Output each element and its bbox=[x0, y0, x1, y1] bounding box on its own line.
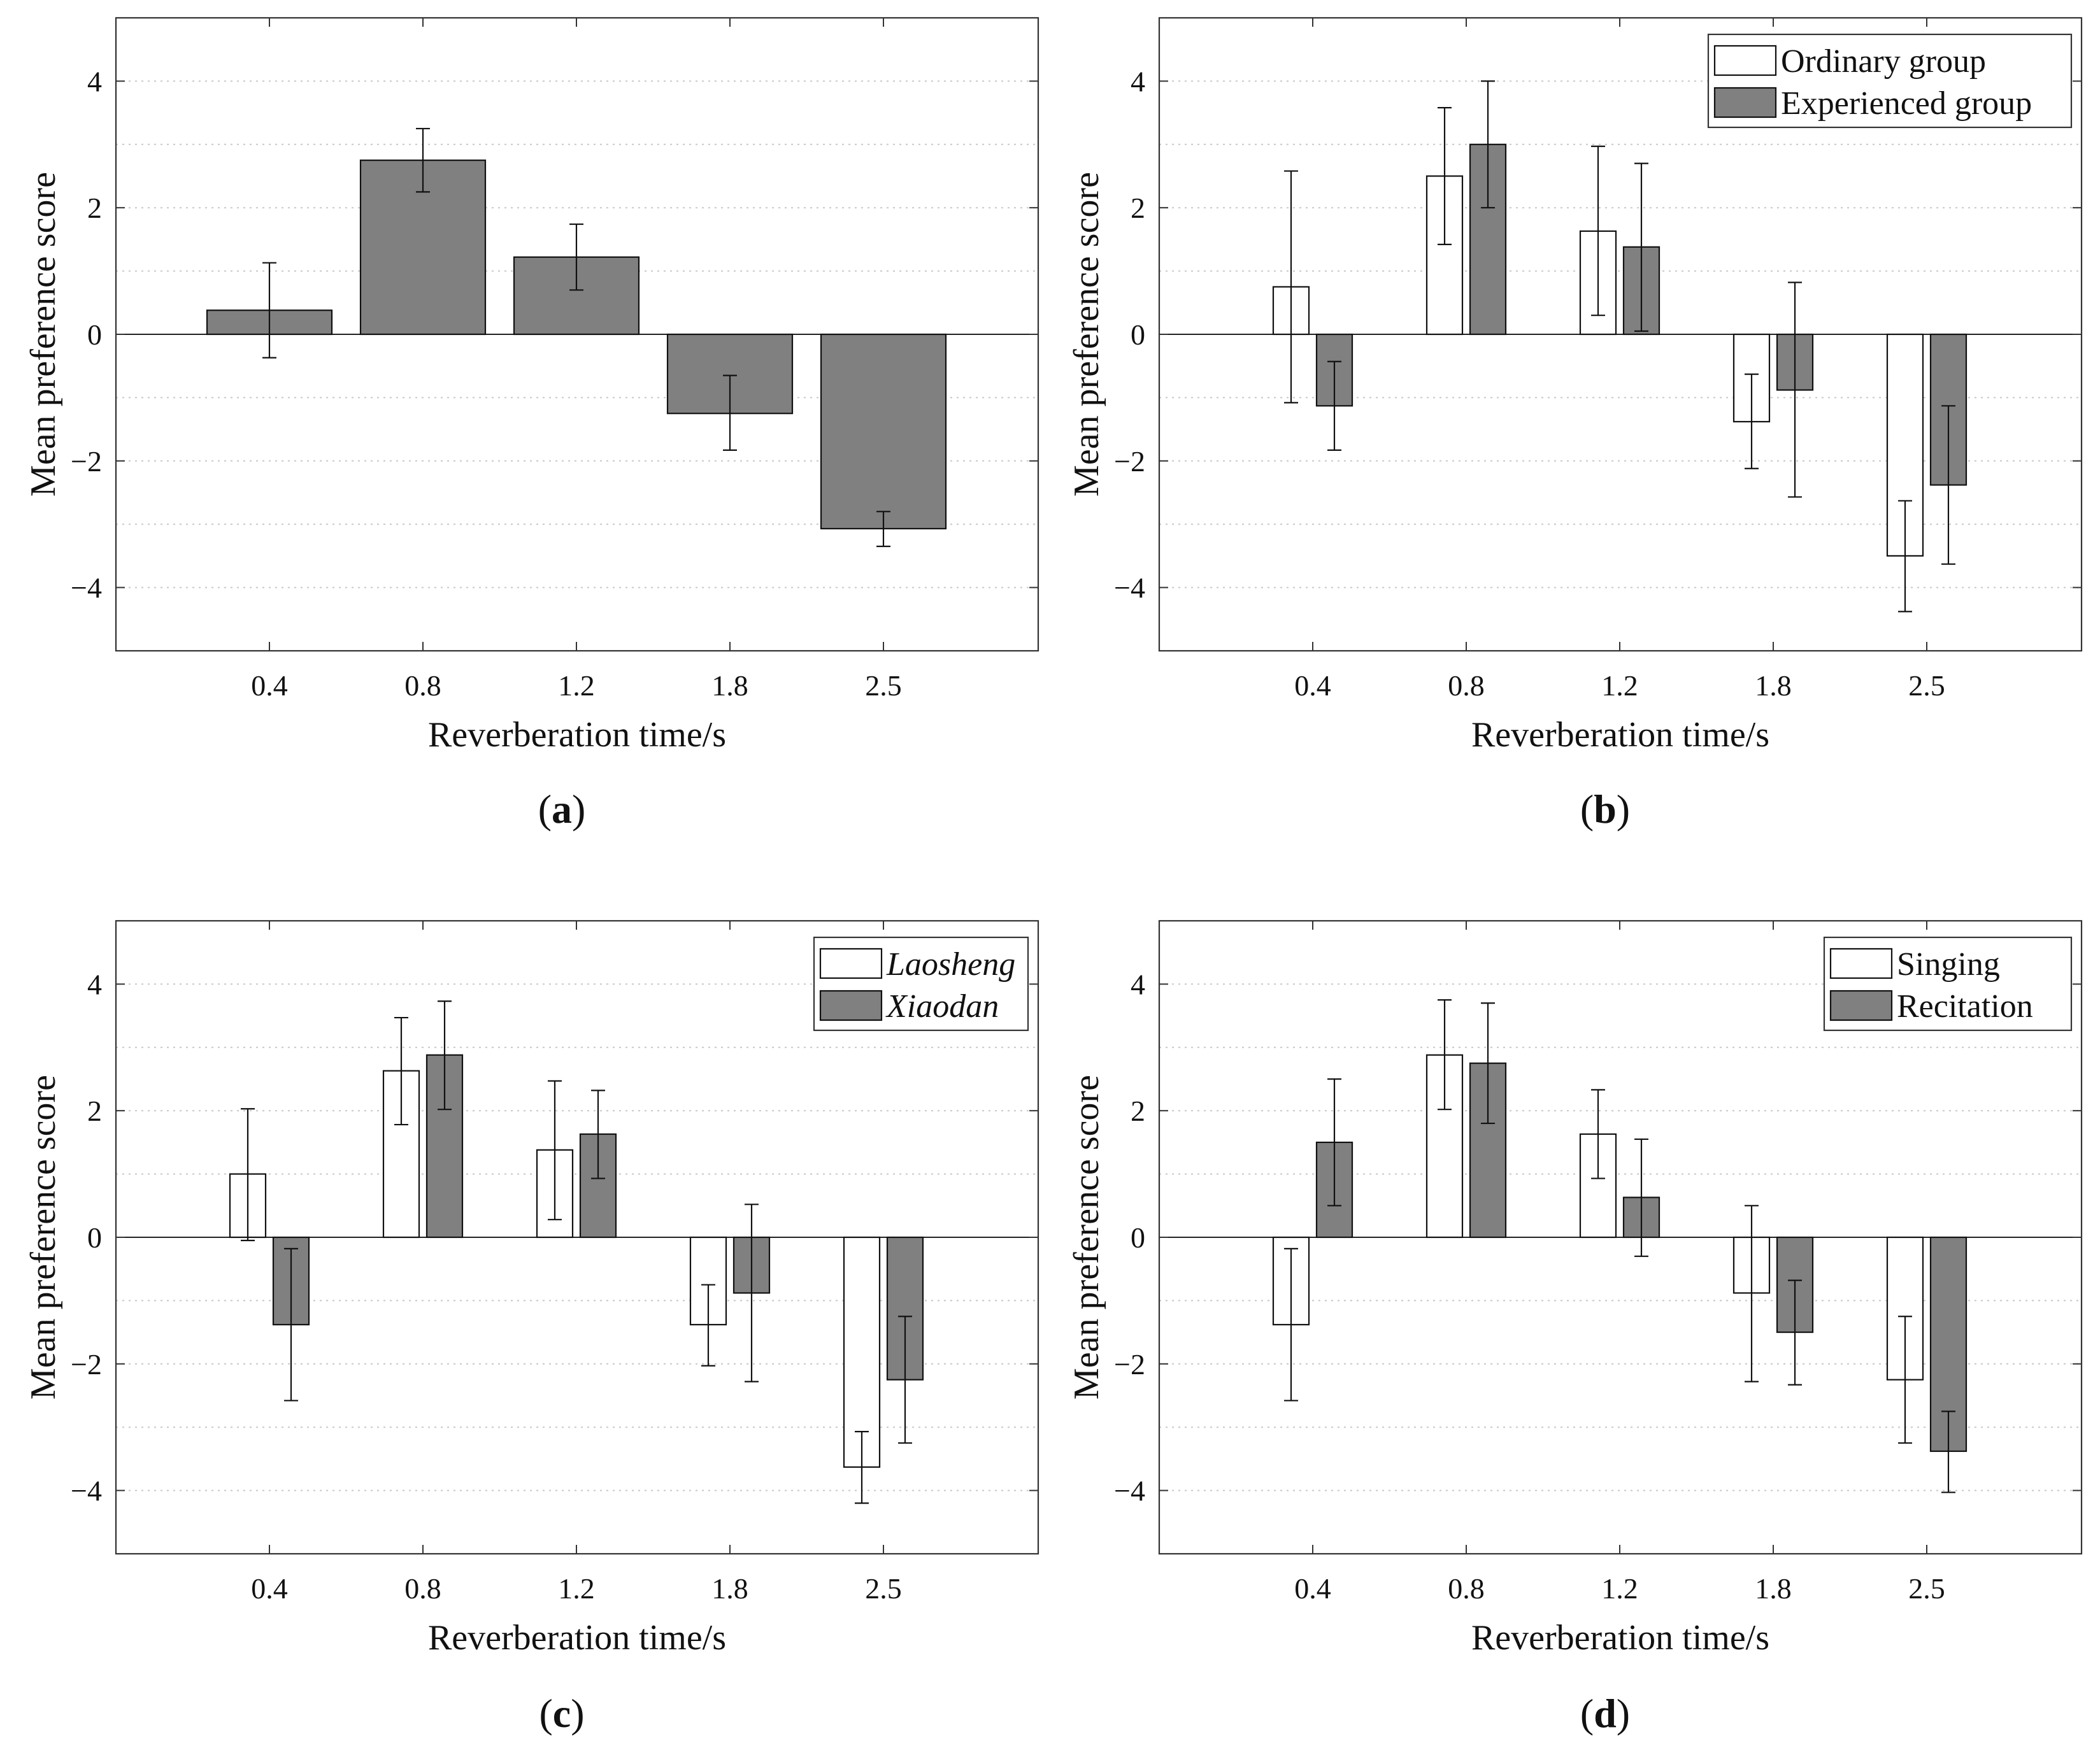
x-tick-label: 1.8 bbox=[711, 1572, 748, 1605]
bar bbox=[1425, 1054, 1464, 1239]
legend-swatch bbox=[1829, 948, 1893, 979]
y-tick-label: −2 bbox=[1114, 1348, 1145, 1381]
x-tick-label: 0.8 bbox=[1448, 1572, 1485, 1605]
panel-label-paren: ) bbox=[572, 786, 585, 832]
y-tick-label: 4 bbox=[1131, 968, 1145, 1000]
panel-label-letter: c bbox=[553, 1691, 571, 1736]
panel-label-paren: ) bbox=[1617, 1691, 1630, 1736]
panel-b: 4 2 0 −2 −4 0.4 0.8 1.2 1.8 2.5 Reverberation time… bbox=[1067, 17, 2083, 832]
legend-entry: Xiaodan bbox=[885, 988, 999, 1025]
panel-label-letter: a bbox=[552, 786, 572, 832]
y-tick-label: −2 bbox=[1114, 445, 1145, 478]
panel-label-paren: ( bbox=[538, 786, 552, 832]
legend-entry: Experienced group bbox=[1781, 85, 2032, 122]
x-tick-label: 1.8 bbox=[1755, 1572, 1792, 1605]
y-tick-label: 0 bbox=[87, 318, 102, 351]
y-tick-label: 2 bbox=[87, 1095, 102, 1127]
x-tick-label: 0.8 bbox=[404, 669, 441, 702]
x-tick-label: 2.5 bbox=[1908, 669, 1945, 702]
x-tick-label: 1.2 bbox=[558, 669, 595, 702]
y-tick-label: 2 bbox=[87, 192, 102, 224]
x-tick-label: 0.8 bbox=[1448, 669, 1485, 702]
panel-label: (a) bbox=[538, 786, 586, 832]
x-tick-label: 2.5 bbox=[1908, 1572, 1945, 1605]
panel-label-paren: ) bbox=[571, 1691, 584, 1736]
panel-label: (d) bbox=[1580, 1691, 1630, 1736]
legend-entry: Recitation bbox=[1897, 988, 2033, 1025]
panel-c: 4 2 0 −2 −4 0.4 0.8 1.2 1.8 2.5 Reverberation time… bbox=[24, 920, 1039, 1736]
x-tick-label: 1.2 bbox=[1601, 1572, 1638, 1605]
x-axis-title: Reverberation time/s bbox=[1471, 1618, 1769, 1658]
x-tick-label: 0.8 bbox=[404, 1572, 441, 1605]
panel-a: 4 2 0 −2 −4 0.4 0.8 1.2 1.8 2.5 Reverberation time… bbox=[24, 17, 1039, 832]
panel-label-paren: ( bbox=[1580, 786, 1594, 832]
panel-label-letter: b bbox=[1594, 786, 1617, 832]
panel-d: 4 2 0 −2 −4 0.4 0.8 1.2 1.8 2.5 Reverberation time… bbox=[1067, 920, 2083, 1736]
legend-swatch bbox=[1713, 87, 1777, 118]
legend-entry: Ordinary group bbox=[1781, 43, 1986, 80]
panel-label-paren: ) bbox=[1617, 786, 1630, 832]
y-tick-label: 0 bbox=[87, 1221, 102, 1254]
legend-entry: Laosheng bbox=[886, 946, 1015, 983]
x-tick-label: 1.2 bbox=[558, 1572, 595, 1605]
x-tick-label: 0.4 bbox=[1294, 669, 1331, 702]
y-axis-title: Mean preference score bbox=[24, 172, 63, 497]
panel-label-letter: d bbox=[1594, 1691, 1617, 1736]
y-tick-label: −4 bbox=[1114, 1475, 1145, 1507]
y-tick-label: 4 bbox=[1131, 65, 1145, 97]
y-tick-label: 4 bbox=[87, 65, 102, 97]
panel-label: (b) bbox=[1580, 786, 1630, 832]
x-tick-label: 1.2 bbox=[1601, 669, 1638, 702]
y-axis-title: Mean preference score bbox=[1067, 172, 1106, 497]
bar bbox=[820, 333, 947, 530]
x-axis-title: Reverberation time/s bbox=[428, 715, 726, 755]
y-tick-label: 0 bbox=[1131, 318, 1145, 351]
x-tick-label: 2.5 bbox=[865, 669, 902, 702]
x-tick-label: 0.4 bbox=[251, 669, 288, 702]
legend-swatch bbox=[1713, 45, 1777, 76]
y-axis-title: Mean preference score bbox=[24, 1075, 63, 1400]
panel-label: (c) bbox=[539, 1691, 584, 1736]
x-tick-label: 2.5 bbox=[865, 1572, 902, 1605]
legend-swatch bbox=[1829, 990, 1893, 1021]
y-tick-label: 2 bbox=[1131, 1095, 1145, 1127]
y-tick-label: 0 bbox=[1131, 1221, 1145, 1254]
y-tick-label: −4 bbox=[71, 572, 102, 604]
bar bbox=[843, 1236, 881, 1468]
y-tick-label: −2 bbox=[71, 445, 102, 478]
x-tick-label: 0.4 bbox=[251, 1572, 288, 1605]
y-tick-label: −2 bbox=[71, 1348, 102, 1381]
x-axis-title: Reverberation time/s bbox=[1471, 715, 1769, 755]
x-axis-title: Reverberation time/s bbox=[428, 1618, 726, 1658]
legend-swatch bbox=[819, 948, 883, 979]
y-tick-label: −4 bbox=[71, 1475, 102, 1507]
legend-swatch bbox=[819, 990, 883, 1021]
y-tick-label: −4 bbox=[1114, 572, 1145, 604]
panel-label-paren: ( bbox=[539, 1691, 552, 1736]
y-axis-title: Mean preference score bbox=[1067, 1075, 1106, 1400]
legend-entry: Singing bbox=[1897, 946, 2000, 983]
y-tick-label: 4 bbox=[87, 968, 102, 1000]
x-tick-label: 0.4 bbox=[1294, 1572, 1331, 1605]
x-tick-label: 1.8 bbox=[1755, 669, 1792, 702]
y-tick-label: 2 bbox=[1131, 192, 1145, 224]
panel-label-paren: ( bbox=[1580, 1691, 1594, 1736]
x-tick-label: 1.8 bbox=[711, 669, 748, 702]
